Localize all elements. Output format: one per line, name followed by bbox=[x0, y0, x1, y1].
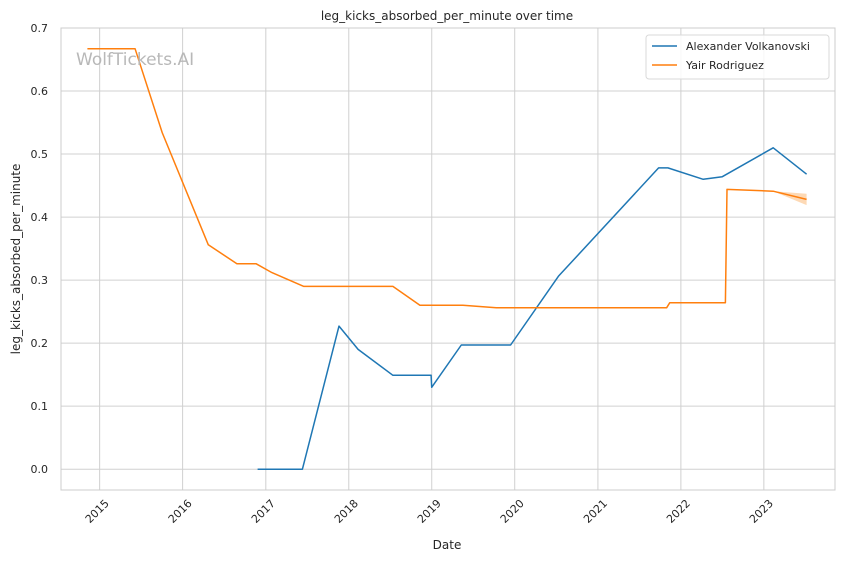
y-tick-label: 0.4 bbox=[31, 211, 49, 224]
y-tick-label: 0.5 bbox=[31, 148, 49, 161]
x-tick-label: 2020 bbox=[498, 497, 527, 526]
y-axis-ticks: 0.0 0.1 0.2 0.3 0.4 0.5 0.6 0.7 bbox=[31, 22, 49, 476]
y-tick-label: 0.2 bbox=[31, 337, 49, 350]
watermark-text: WolfTickets.AI bbox=[76, 50, 194, 70]
y-tick-label: 0.0 bbox=[31, 463, 49, 476]
legend: Alexander Volkanovski Yair Rodriguez bbox=[645, 34, 830, 80]
y-tick-label: 0.7 bbox=[31, 22, 49, 35]
x-tick-label: 2018 bbox=[332, 497, 361, 526]
x-axis-title: Date bbox=[433, 538, 462, 552]
series-lines bbox=[87, 48, 808, 470]
legend-label: Alexander Volkanovski bbox=[686, 40, 810, 53]
y-tick-label: 0.6 bbox=[31, 85, 49, 98]
series-1-confidence-band bbox=[773, 191, 807, 206]
legend-box bbox=[645, 34, 830, 80]
legend-label: Yair Rodriguez bbox=[685, 59, 764, 72]
grid bbox=[61, 27, 835, 490]
chart-title: leg_kicks_absorbed_per_minute over time bbox=[321, 9, 573, 23]
confidence-bands bbox=[773, 191, 807, 206]
x-tick-label: 2017 bbox=[249, 497, 278, 526]
y-tick-label: 0.1 bbox=[31, 400, 49, 413]
series-1-line bbox=[87, 48, 807, 309]
x-tick-label: 2016 bbox=[166, 497, 195, 526]
plot-frame bbox=[60, 27, 836, 491]
x-tick-label: 2022 bbox=[664, 497, 693, 526]
x-tick-label: 2015 bbox=[83, 497, 112, 526]
series-0-line bbox=[257, 147, 808, 470]
y-axis-title: leg_kicks_absorbed_per_minute bbox=[9, 164, 23, 355]
x-tick-label: 2023 bbox=[747, 497, 776, 526]
x-tick-label: 2019 bbox=[415, 497, 444, 526]
x-tick-label: 2021 bbox=[581, 497, 610, 526]
x-axis-ticks: 2015 2016 2017 2018 2019 2020 2021 2022 2023 bbox=[83, 497, 776, 526]
y-tick-label: 0.3 bbox=[31, 274, 49, 287]
